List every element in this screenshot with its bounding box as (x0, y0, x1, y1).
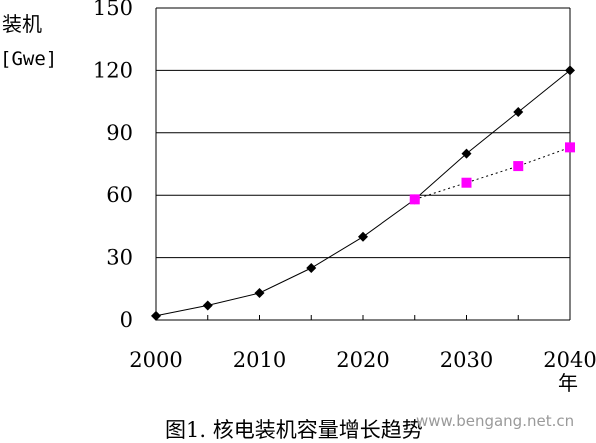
y-tick-label: 150 (93, 0, 133, 20)
data-point-diamond (461, 148, 472, 159)
y-axis-unit: [Gwe] (0, 48, 57, 70)
x-axis-label: 年 (558, 371, 578, 395)
y-tick-label: 60 (106, 183, 133, 207)
figure-caption: 图1. 核电装机容量增长趋势 (165, 418, 423, 442)
x-tick-label: 2030 (440, 348, 493, 372)
x-tick-label: 2040 (543, 348, 596, 372)
y-tick-label: 120 (93, 58, 133, 82)
x-tick-label: 2000 (129, 348, 182, 372)
series-line (155, 70, 571, 317)
data-point-diamond (202, 300, 213, 311)
data-point-square (461, 177, 472, 188)
y-tick-label: 0 (120, 308, 133, 332)
data-point-square (565, 142, 575, 153)
data-point-square (409, 194, 420, 205)
data-point-diamond (565, 65, 575, 76)
data-point-diamond (306, 263, 317, 273)
data-point-diamond (358, 231, 368, 242)
watermark: www.bengang.net.cn (416, 412, 574, 430)
data-point-diamond (151, 310, 161, 321)
x-tick-label: 2020 (336, 348, 389, 372)
data-markers (151, 65, 575, 321)
axes (155, 8, 571, 321)
y-axis-label: 装机 (2, 12, 42, 36)
series-line (414, 146, 571, 200)
y-tick-label: 30 (106, 246, 133, 270)
data-point-square (513, 161, 524, 172)
grid-lines (156, 7, 570, 259)
x-tick-label: 2010 (233, 348, 286, 372)
y-tick-label: 90 (106, 121, 133, 145)
data-point-diamond (513, 107, 524, 117)
data-point-diamond (254, 287, 265, 298)
series-lines (155, 70, 571, 317)
tick-labels: 0 30 60 90 120 150 2000 2010 2020 2030 2040 (93, 0, 596, 372)
